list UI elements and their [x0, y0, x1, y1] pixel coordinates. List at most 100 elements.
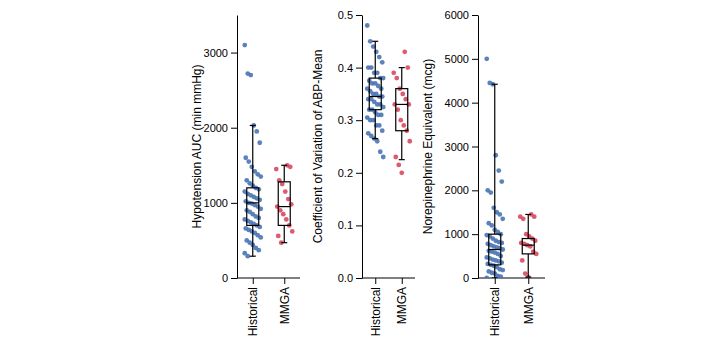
point [493, 153, 498, 158]
y-tick: 0.4 [338, 62, 362, 74]
y-tick-label: 0.3 [338, 114, 353, 126]
median [522, 245, 534, 246]
y-tick-mark [472, 103, 478, 104]
y-tick-mark [472, 59, 478, 60]
x-tick-label: MMGA [278, 287, 292, 324]
point [379, 113, 384, 118]
point [391, 70, 396, 75]
x-tick-mark [253, 278, 254, 284]
whisker-cap [399, 159, 405, 160]
whisker [494, 265, 495, 278]
y-tick-mark [356, 278, 362, 279]
y-tick: 0 [463, 272, 478, 284]
point [281, 212, 286, 217]
point [399, 170, 404, 175]
point [497, 212, 502, 217]
point [381, 155, 386, 160]
point [284, 217, 289, 222]
x-axis: HistoricalMMGA [478, 278, 545, 336]
y-tick: 0.2 [338, 167, 362, 179]
y-tick: 2000 [445, 184, 478, 196]
y-tick-label: 0.4 [338, 62, 353, 74]
point [245, 254, 250, 259]
y-axis-title: Norepinephrine Equivalent (mcg) [421, 59, 435, 234]
y-axis-line [362, 16, 363, 279]
median [396, 104, 408, 105]
x-tick-label: MMGA [522, 287, 536, 324]
y-tick-label: 6000 [445, 9, 469, 21]
point [365, 23, 370, 28]
figure: 0 1000 2000 3000 HistoricalMMGA Hypotension A… [0, 0, 715, 350]
y-axis: 0100020003000400050006000 [445, 9, 479, 284]
y-tick-mark [231, 128, 237, 129]
point [257, 140, 262, 145]
y-tick: 6000 [445, 9, 478, 21]
y-tick: 0.1 [338, 219, 362, 231]
point [257, 197, 262, 202]
point [407, 139, 412, 144]
median [247, 202, 259, 203]
point [380, 128, 385, 133]
whisker-cap [492, 84, 498, 85]
y-tick-mark [231, 203, 237, 204]
point [248, 73, 253, 78]
point [368, 39, 373, 44]
y-tick: 4000 [445, 97, 478, 109]
y-tick: 0.3 [338, 114, 362, 126]
panel: 0 1000 2000 3000 HistoricalMMGA Hypotension A… [190, 16, 300, 337]
whisker [252, 125, 253, 187]
point [249, 164, 254, 169]
x-tick-label: MMGA [395, 287, 409, 324]
y-tick-mark [356, 15, 362, 16]
y-tick-label: 3000 [204, 47, 228, 59]
point [532, 214, 537, 219]
y-tick: 0 [222, 272, 237, 284]
y-tick-label: 5000 [445, 53, 469, 65]
point [500, 268, 505, 273]
point [402, 49, 407, 54]
median [278, 206, 290, 207]
whisker [494, 84, 495, 234]
box [369, 78, 381, 110]
x-tick-mark [284, 278, 285, 284]
whisker [284, 225, 285, 242]
y-tick-mark [356, 120, 362, 121]
y-tick: 1000 [204, 197, 237, 209]
point [396, 163, 401, 168]
whisker [528, 214, 529, 238]
point [377, 55, 382, 60]
plot-area [242, 43, 294, 259]
point [380, 60, 385, 65]
point [393, 155, 398, 160]
y-tick-label: 0.2 [338, 167, 353, 179]
point [496, 168, 501, 173]
x-axis-line [362, 278, 415, 279]
box [396, 89, 408, 131]
y-tick-mark [472, 15, 478, 16]
whisker-cap [492, 277, 498, 278]
x-axis: HistoricalMMGA [237, 278, 300, 336]
box [489, 234, 501, 265]
point [491, 205, 496, 210]
point [254, 129, 259, 134]
y-tick-label: 1000 [445, 228, 469, 240]
x-tick-mark [375, 278, 376, 284]
median [369, 96, 381, 97]
point [246, 159, 251, 164]
point [499, 179, 504, 184]
x-tick-mark [495, 278, 496, 284]
point [242, 43, 247, 48]
point [290, 229, 295, 234]
point [369, 65, 374, 70]
point [398, 118, 403, 123]
y-tick-mark [472, 234, 478, 235]
point [500, 216, 505, 221]
point [256, 248, 261, 253]
y-tick: 0.0 [338, 272, 362, 284]
y-tick-label: 2000 [204, 122, 228, 134]
point [520, 258, 525, 263]
box [522, 239, 534, 254]
point [243, 155, 248, 160]
y-axis-title: Hypotension AUC (min mmHg) [190, 64, 204, 228]
y-tick-mark [356, 173, 362, 174]
